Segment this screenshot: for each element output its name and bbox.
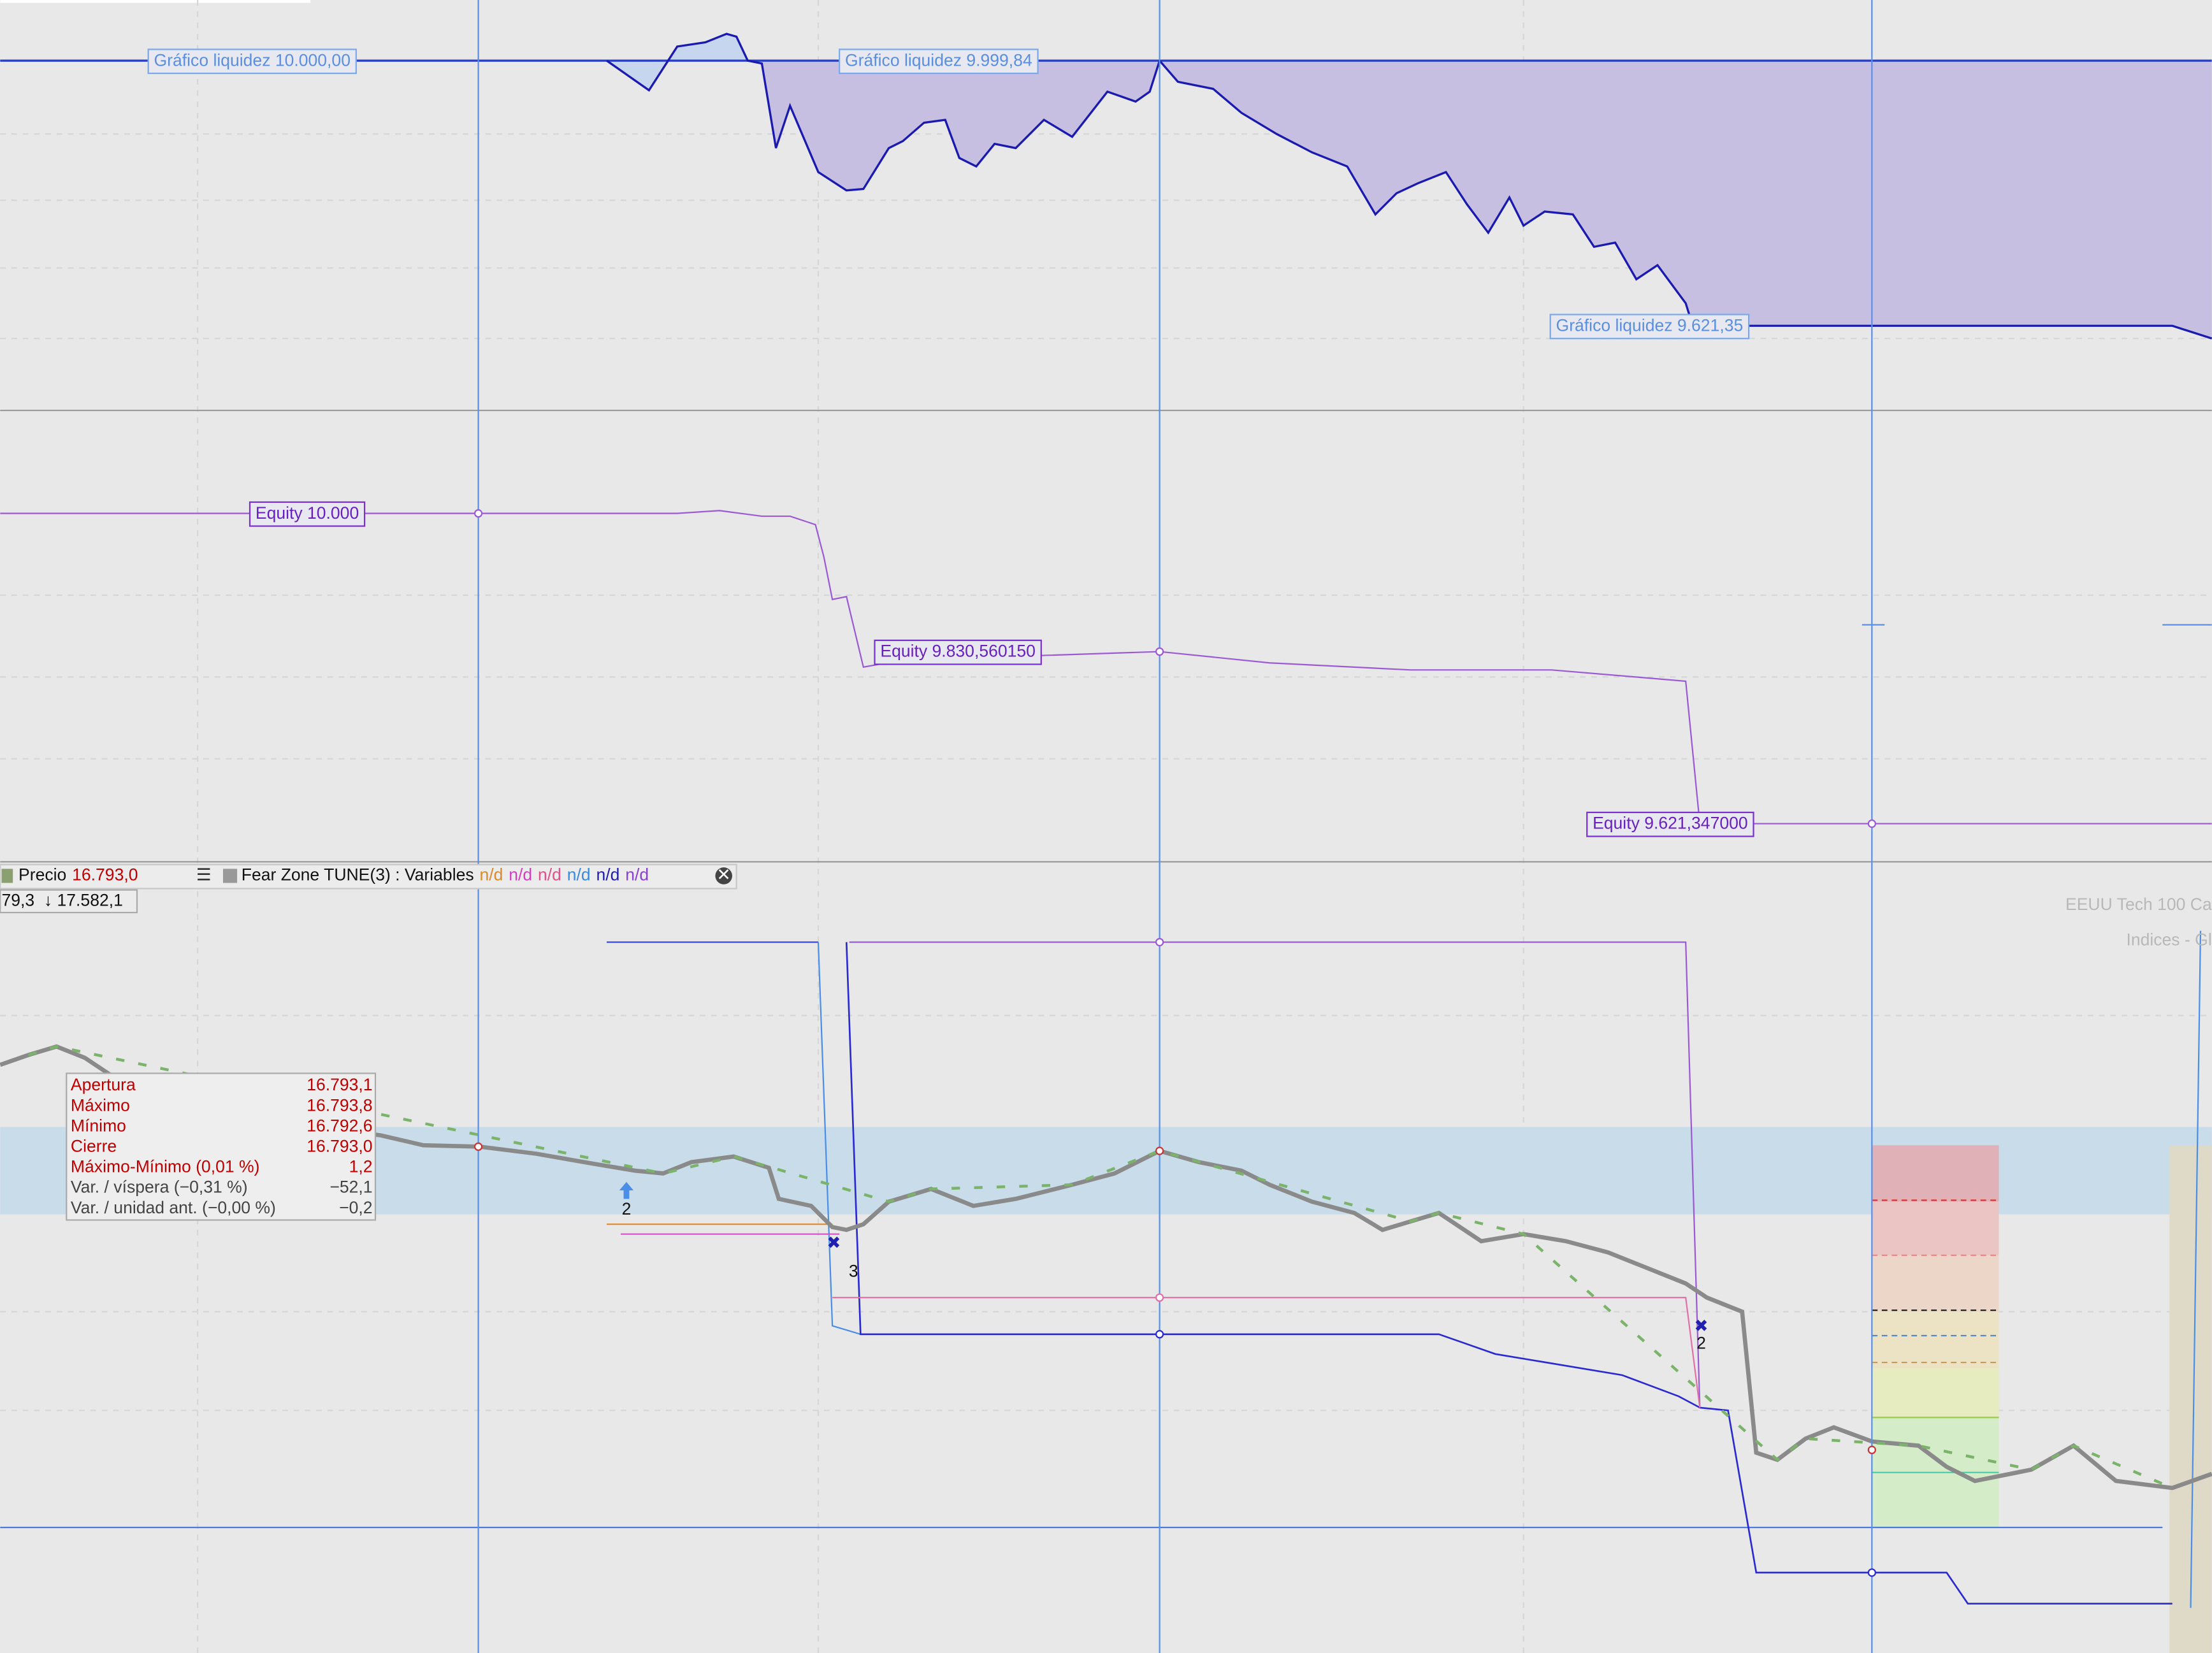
tooltip-label: Apertura <box>71 1075 136 1094</box>
top-strip <box>0 0 311 3</box>
indicator-value: n/d <box>480 865 503 884</box>
liquidity-label: Gráfico liquidez 10.000,00 <box>154 50 351 69</box>
indicator-name: Fear Zone TUNE(3) : Variables <box>242 865 474 884</box>
watermark: Indices - Gl <box>2126 930 2211 949</box>
indicator-value: n/d <box>625 865 649 884</box>
zone-line <box>817 942 861 1335</box>
icon <box>222 869 238 883</box>
equity-label: Equity 10.000 <box>256 503 359 523</box>
close-button[interactable] <box>715 867 732 884</box>
liquidity-line <box>606 32 2212 340</box>
equity-label: Equity 9.621,347000 <box>1593 814 1748 833</box>
icon <box>1 869 13 883</box>
tooltip-value: −52,1 <box>329 1178 372 1197</box>
indicator-value: n/d <box>509 865 532 884</box>
close-icon[interactable]: ✕ <box>717 865 731 884</box>
tooltip-value: 1,2 <box>349 1157 373 1176</box>
tooltip-label: Var. / unidad ant. (−0,00 %) <box>71 1198 276 1217</box>
liquidity-label-box <box>1549 314 1750 340</box>
equity-label-box <box>874 639 1042 665</box>
tooltip-value: 16.793,1 <box>307 1075 372 1094</box>
watermark: EEUU Tech 100 Ca <box>2065 895 2212 914</box>
tooltip-value: 16.793,0 <box>307 1137 372 1156</box>
equity-line <box>0 510 2212 825</box>
liquidity-area <box>748 61 2212 339</box>
list-icon[interactable]: ☰ <box>196 865 212 884</box>
zone-line <box>849 941 1701 1408</box>
range-box <box>0 889 138 914</box>
zone-line <box>832 1297 1701 1408</box>
equity-label: Equity 9.830,560150 <box>880 642 1036 661</box>
zone-line <box>845 942 2172 1605</box>
range-low: 79,3 <box>1 890 34 909</box>
signal-count: 2 <box>622 1199 632 1218</box>
svg-text:✖: ✖ <box>1694 1317 1708 1336</box>
signal-count: 3 <box>849 1261 858 1280</box>
tooltip-value: 16.792,6 <box>307 1116 372 1135</box>
tooltip-label: Máximo-Mínimo (0,01 %) <box>71 1157 260 1176</box>
markers <box>473 509 1876 1577</box>
liquidity-label: Gráfico liquidez 9.999,84 <box>845 50 1032 69</box>
liquidity-label: Gráfico liquidez 9.621,35 <box>1556 315 1744 335</box>
signals: ✖ ✖ <box>619 1181 1709 1336</box>
liquidity-label-box <box>839 48 1039 75</box>
indicator-value: n/d <box>596 865 620 884</box>
tooltip-label: Var. / víspera (−0,31 %) <box>71 1178 248 1197</box>
zone-line <box>2190 930 2202 1608</box>
price-value: 16.793,0 <box>72 865 138 884</box>
tooltip-label: Máximo <box>71 1095 130 1115</box>
labels: Gráfico liquidez 10.000,00 Gráfico liquid… <box>1 48 2212 1352</box>
equity-label-box <box>249 501 366 527</box>
indicator-value: n/d <box>538 865 561 884</box>
price-path <box>0 1044 2212 1491</box>
toolbar <box>0 863 737 890</box>
tooltip <box>66 1072 377 1221</box>
tooltip-value: −0,2 <box>339 1198 372 1217</box>
tooltip-label: Mínimo <box>71 1116 126 1135</box>
tooltip-label: Cierre <box>71 1137 117 1156</box>
projection-zone <box>1872 1145 2212 1653</box>
equity-label-box <box>1586 811 1754 837</box>
liquidity-area-up <box>606 34 748 90</box>
price-label: Precio <box>18 865 66 884</box>
svg-text:✖: ✖ <box>827 1233 841 1252</box>
signal-count: 2 <box>1696 1333 1706 1352</box>
liquidity-label-box <box>147 48 357 75</box>
range-high: ↓ 17.582,1 <box>44 890 123 909</box>
tooltip-value: 16.793,8 <box>307 1095 372 1115</box>
indicator-value: n/d <box>567 865 591 884</box>
price-path-up <box>27 1044 2173 1490</box>
